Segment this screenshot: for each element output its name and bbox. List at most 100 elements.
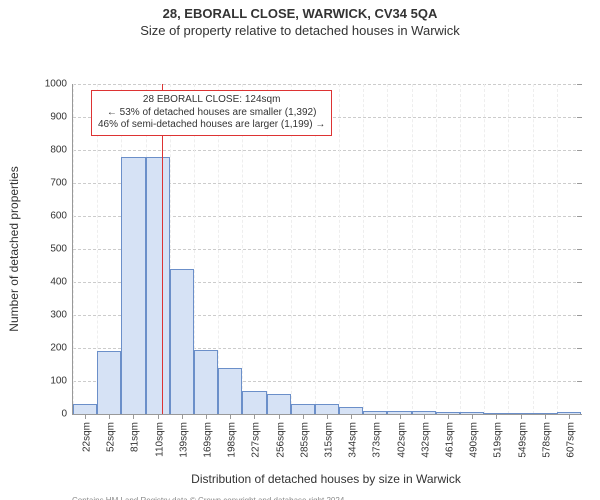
y-tick-label: 200 xyxy=(50,343,73,354)
annotation-line: ← 53% of detached houses are smaller (1,… xyxy=(98,107,325,120)
x-tick-mark xyxy=(569,414,570,419)
histogram-bar xyxy=(121,157,145,414)
annotation-line: 46% of semi-detached houses are larger (… xyxy=(98,119,325,132)
x-tick-label: 490sqm xyxy=(465,422,480,458)
histogram-bar xyxy=(339,407,363,414)
y-tick-mark xyxy=(577,381,582,382)
x-tick-label: 549sqm xyxy=(513,422,528,458)
y-tick-mark xyxy=(577,282,582,283)
x-tick-mark xyxy=(206,414,207,419)
x-grid-line xyxy=(460,84,461,414)
x-grid-line xyxy=(436,84,437,414)
annotation-line: 28 EBORALL CLOSE: 124sqm xyxy=(98,94,325,107)
x-tick-label: 139sqm xyxy=(174,422,189,458)
x-tick-mark xyxy=(158,414,159,419)
annotation-box: 28 EBORALL CLOSE: 124sqm← 53% of detache… xyxy=(91,90,332,136)
plot-area: 0100200300400500600700800900100022sqm52s… xyxy=(72,84,581,415)
x-grid-line xyxy=(73,84,74,414)
x-grid-line xyxy=(339,84,340,414)
x-tick-mark xyxy=(424,414,425,419)
y-tick-mark xyxy=(577,414,582,415)
x-grid-line xyxy=(508,84,509,414)
x-grid-line xyxy=(387,84,388,414)
x-axis-label: Distribution of detached houses by size … xyxy=(191,472,461,486)
y-axis-label: Number of detached properties xyxy=(7,166,21,331)
histogram-bar xyxy=(291,404,315,414)
histogram-bar xyxy=(97,351,121,414)
y-tick-label: 0 xyxy=(61,409,73,420)
x-tick-label: 52sqm xyxy=(102,422,117,452)
x-tick-mark xyxy=(496,414,497,419)
histogram-bar xyxy=(267,394,291,414)
y-tick-label: 400 xyxy=(50,277,73,288)
y-grid-line xyxy=(73,150,581,151)
x-tick-label: 256sqm xyxy=(271,422,286,458)
y-tick-label: 300 xyxy=(50,310,73,321)
x-tick-mark xyxy=(448,414,449,419)
y-tick-label: 100 xyxy=(50,376,73,387)
x-tick-label: 461sqm xyxy=(440,422,455,458)
histogram-bar xyxy=(242,391,266,414)
x-tick-mark xyxy=(133,414,134,419)
x-tick-mark xyxy=(279,414,280,419)
x-grid-line xyxy=(533,84,534,414)
y-tick-mark xyxy=(577,216,582,217)
x-tick-mark xyxy=(545,414,546,419)
histogram-bar xyxy=(218,368,242,414)
histogram-bar xyxy=(146,157,170,414)
x-tick-mark xyxy=(400,414,401,419)
x-tick-mark xyxy=(182,414,183,419)
y-tick-mark xyxy=(577,84,582,85)
x-tick-label: 198sqm xyxy=(223,422,238,458)
y-tick-label: 500 xyxy=(50,244,73,255)
x-tick-label: 285sqm xyxy=(295,422,310,458)
attribution-text: Contains HM Land Registry data © Crown c… xyxy=(72,496,378,500)
y-tick-label: 900 xyxy=(50,112,73,123)
x-tick-mark xyxy=(521,414,522,419)
x-tick-label: 402sqm xyxy=(392,422,407,458)
x-tick-label: 81sqm xyxy=(126,422,141,452)
x-tick-mark xyxy=(254,414,255,419)
x-tick-mark xyxy=(85,414,86,419)
x-tick-mark xyxy=(472,414,473,419)
y-tick-label: 700 xyxy=(50,178,73,189)
x-tick-label: 227sqm xyxy=(247,422,262,458)
x-tick-mark xyxy=(109,414,110,419)
x-tick-label: 373sqm xyxy=(368,422,383,458)
y-tick-label: 1000 xyxy=(45,79,73,90)
attribution-line-1: Contains HM Land Registry data © Crown c… xyxy=(72,496,378,500)
x-tick-label: 519sqm xyxy=(489,422,504,458)
y-tick-label: 800 xyxy=(50,145,73,156)
x-grid-line xyxy=(557,84,558,414)
y-grid-line xyxy=(73,84,581,85)
x-grid-line xyxy=(363,84,364,414)
x-tick-label: 22sqm xyxy=(78,422,93,452)
y-tick-label: 600 xyxy=(50,211,73,222)
x-grid-line xyxy=(484,84,485,414)
histogram-bar xyxy=(194,350,218,414)
x-tick-mark xyxy=(351,414,352,419)
x-tick-label: 110sqm xyxy=(150,422,165,457)
chart-title-sub: Size of property relative to detached ho… xyxy=(0,21,600,38)
chart-title-main: 28, EBORALL CLOSE, WARWICK, CV34 5QA xyxy=(0,0,600,21)
y-tick-mark xyxy=(577,315,582,316)
y-tick-mark xyxy=(577,117,582,118)
y-tick-mark xyxy=(577,249,582,250)
x-tick-label: 607sqm xyxy=(561,422,576,458)
x-tick-label: 578sqm xyxy=(537,422,552,458)
histogram-bar xyxy=(170,269,194,414)
x-tick-mark xyxy=(327,414,328,419)
histogram-bar xyxy=(315,404,339,414)
y-tick-mark xyxy=(577,348,582,349)
x-tick-label: 344sqm xyxy=(344,422,359,458)
x-tick-label: 432sqm xyxy=(416,422,431,458)
x-tick-label: 315sqm xyxy=(320,422,335,458)
x-tick-mark xyxy=(303,414,304,419)
histogram-bar xyxy=(73,404,97,414)
y-tick-mark xyxy=(577,150,582,151)
x-tick-mark xyxy=(375,414,376,419)
x-tick-mark xyxy=(230,414,231,419)
y-tick-mark xyxy=(577,183,582,184)
x-grid-line xyxy=(412,84,413,414)
x-tick-label: 169sqm xyxy=(199,422,214,458)
